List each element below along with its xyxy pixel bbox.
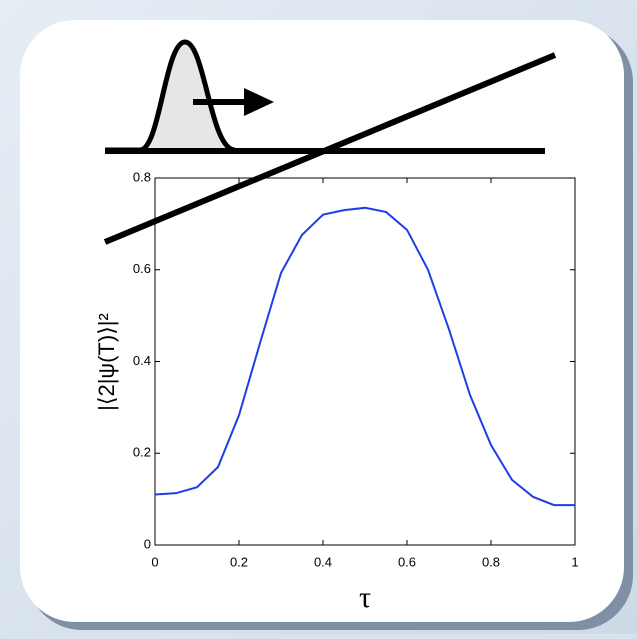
data-line — [154, 206, 575, 507]
x-tick-label: 0 — [151, 554, 158, 569]
y-axis-label: |⟨2|ψ(T)⟩|² — [94, 313, 119, 411]
y-tick-label: 0.2 — [133, 445, 151, 460]
x-tick-label: 0.4 — [314, 554, 332, 569]
arrow-head — [244, 88, 274, 116]
x-axis-label: τ — [359, 581, 371, 614]
x-tick-label: 0.2 — [230, 554, 248, 569]
pulse-illustration — [103, 39, 557, 245]
card — [20, 20, 624, 622]
diagonal-line — [103, 52, 557, 245]
y-tick-label: 0.4 — [133, 353, 151, 368]
x-tick-label: 0.6 — [398, 554, 416, 569]
x-tick-label: 0.8 — [482, 554, 500, 569]
y-tick-label: 0.8 — [133, 169, 151, 184]
plot-area: 0 0.2 0.4 0.6 0.8 1 0 0.2 0.4 0.6 0.8 — [133, 169, 579, 569]
y-tick-label: 0.6 — [133, 261, 151, 276]
pulse — [105, 39, 236, 153]
y-tick-label: 0 — [144, 536, 151, 551]
x-tick-label: 1 — [571, 554, 578, 569]
